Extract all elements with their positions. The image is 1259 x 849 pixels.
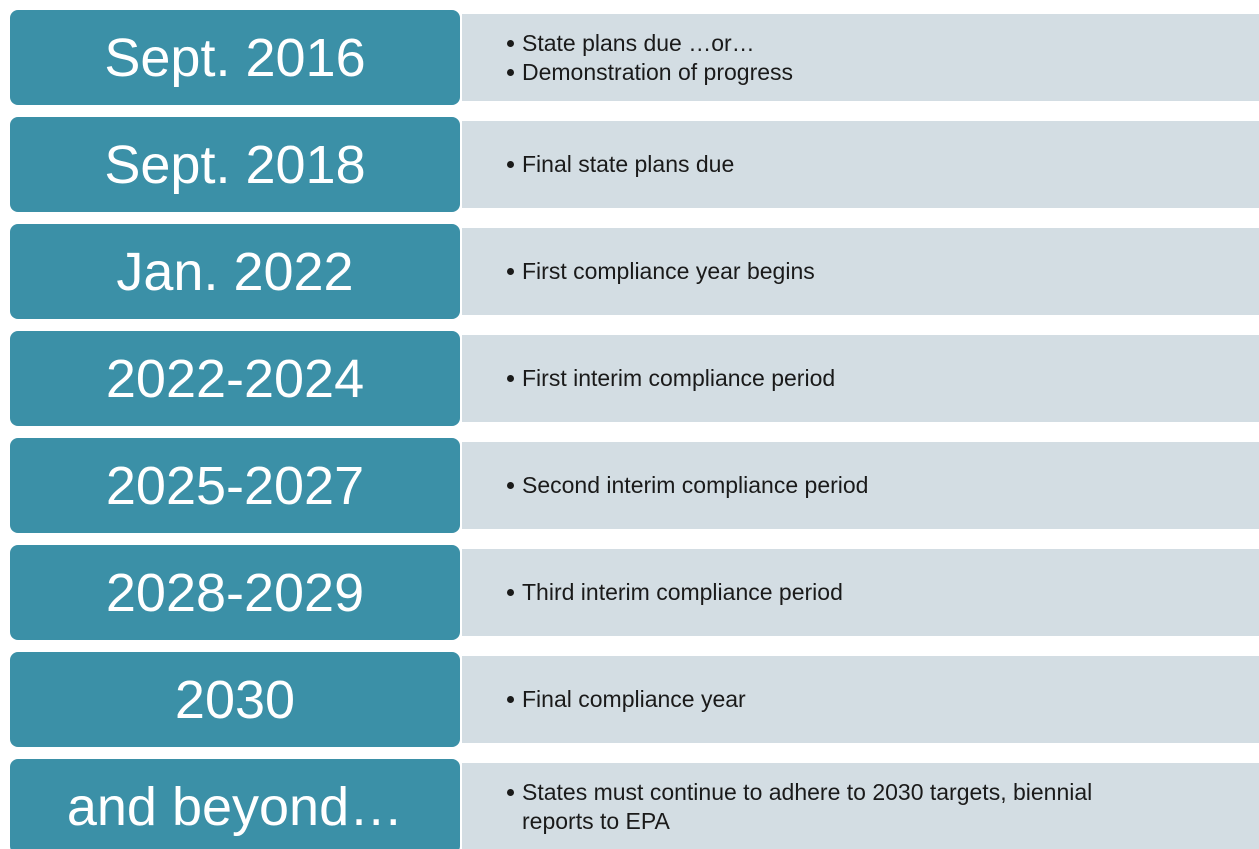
description-panel: Third interim compliance period: [462, 549, 1259, 636]
bullet-item: Second interim compliance period: [507, 471, 1127, 500]
description-panel: State plans due …or… Demonstration of pro…: [462, 14, 1259, 101]
bullet-dot: [507, 268, 514, 275]
description-panel: States must continue to adhere to 2030 t…: [462, 763, 1259, 849]
bullet-dot: [507, 482, 514, 489]
bullet-item: Demonstration of progress: [507, 58, 1127, 87]
bullet-text: States must continue to adhere to 2030 t…: [522, 778, 1093, 834]
bullet-dot: [507, 39, 514, 47]
date-box: 2028-2029: [10, 545, 460, 640]
bullet-text: Second interim compliance period: [522, 472, 869, 498]
description-panel: First compliance year begins: [462, 228, 1259, 315]
bullet-item: Third interim compliance period: [507, 578, 1127, 607]
date-box: 2025-2027: [10, 438, 460, 533]
date-box: Sept. 2018: [10, 117, 460, 212]
bullet-item: Final state plans due: [507, 150, 1127, 179]
bullet-item: States must continue to adhere to 2030 t…: [507, 778, 1127, 836]
description-panel: Final state plans due: [462, 121, 1259, 208]
bullet-text: First interim compliance period: [522, 365, 836, 391]
date-box: 2030: [10, 652, 460, 747]
bullet-item: First interim compliance period: [507, 364, 1127, 393]
bullet-item: State plans due …or…: [507, 29, 1127, 58]
date-box: 2022-2024: [10, 331, 460, 426]
bullet-dot: [507, 68, 514, 76]
bullet-dot: [507, 696, 514, 703]
bullet-item: First compliance year begins: [507, 257, 1127, 286]
description-panel: Final compliance year: [462, 656, 1259, 743]
bullet-dot: [507, 788, 514, 796]
bullet-text: Demonstration of progress: [522, 58, 794, 85]
bullet-text: State plans due …or…: [522, 29, 755, 56]
bullet-text: First compliance year begins: [522, 258, 815, 284]
description-panel: First interim compliance period: [462, 335, 1259, 422]
bullet-dot: [507, 161, 514, 168]
description-panel: Second interim compliance period: [462, 442, 1259, 529]
date-box: Jan. 2022: [10, 224, 460, 319]
bullet-dot: [507, 375, 514, 382]
bullet-text: Third interim compliance period: [522, 579, 843, 605]
date-box: and beyond…: [10, 759, 460, 849]
bullet-item: Final compliance year: [507, 685, 1127, 714]
date-box: Sept. 2016: [10, 10, 460, 105]
bullet-text: Final compliance year: [522, 686, 746, 712]
bullet-dot: [507, 589, 514, 596]
bullet-text: Final state plans due: [522, 151, 735, 177]
